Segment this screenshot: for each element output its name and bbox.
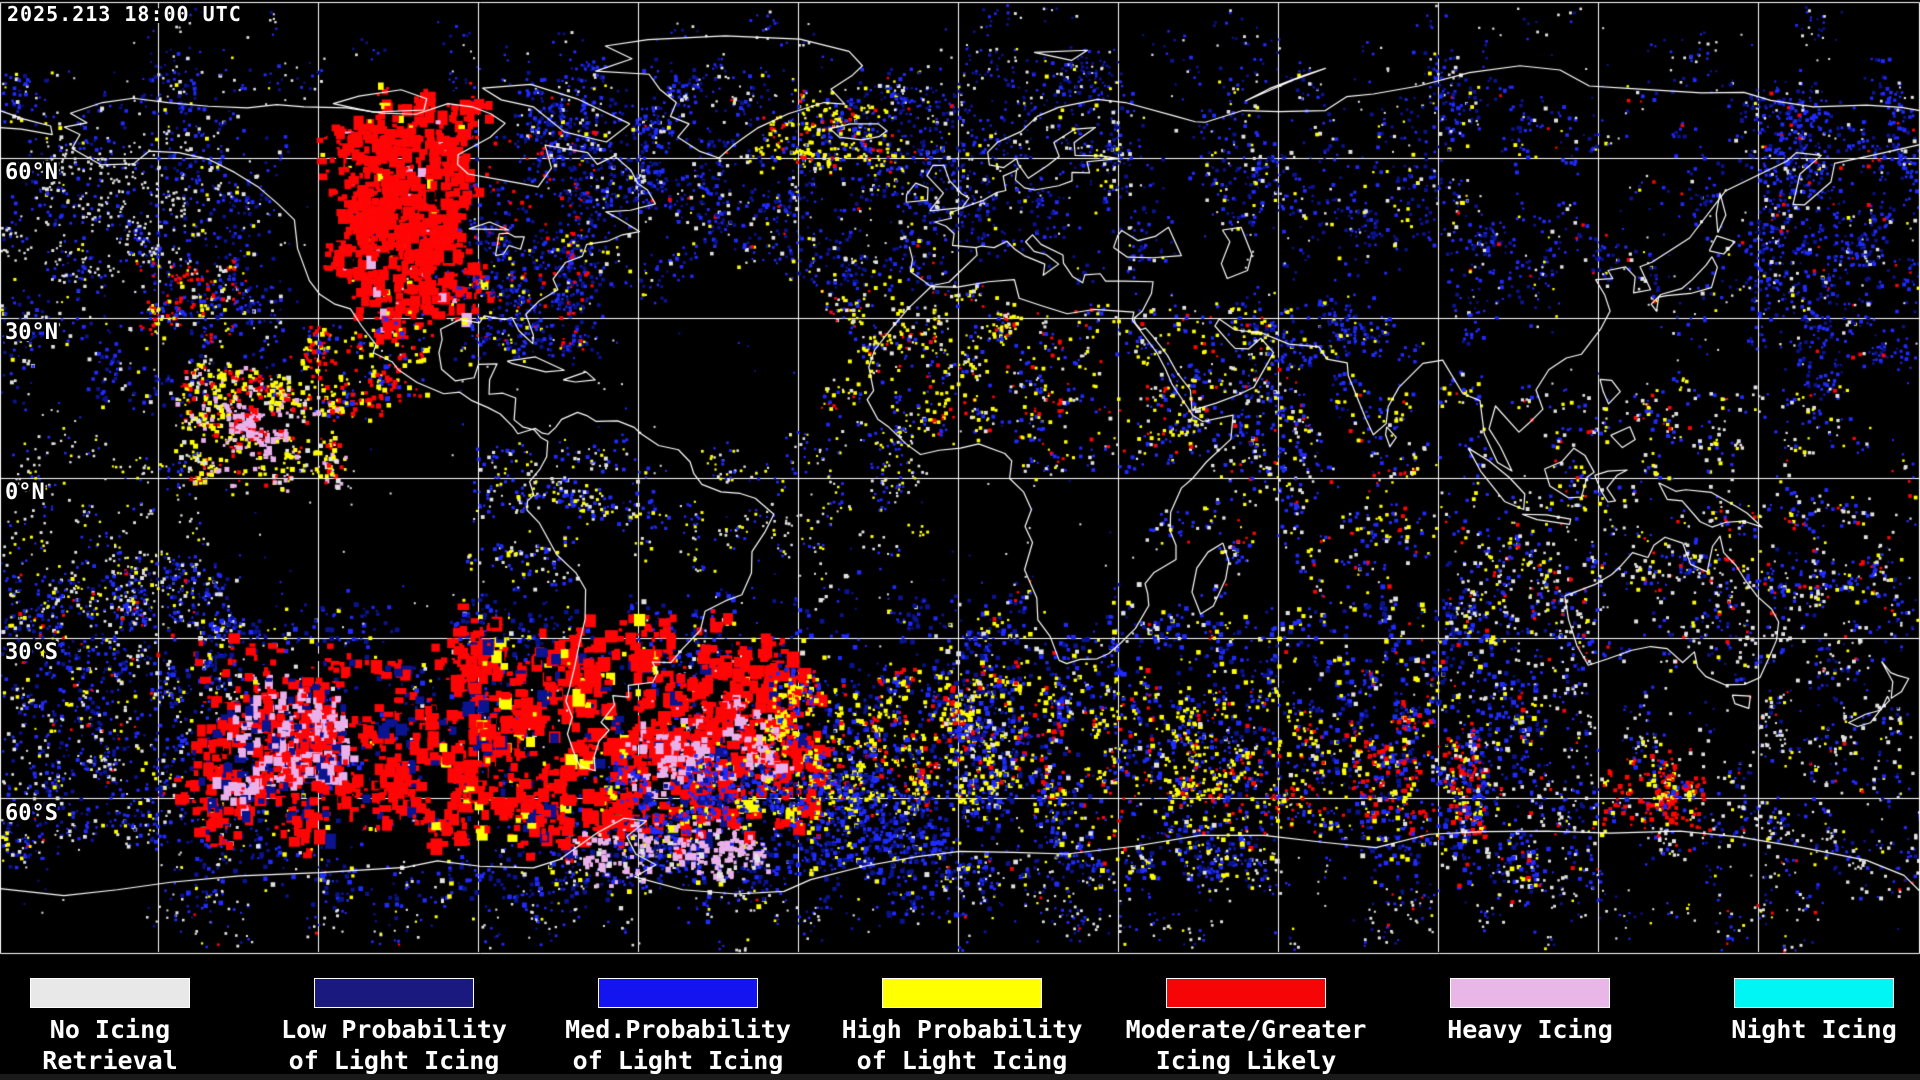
lat-label-60S: 60°S: [5, 801, 58, 826]
legend-label: High Probability of Light Icing: [841, 1015, 1083, 1075]
legend-label: Med.Probability of Light Icing: [565, 1015, 791, 1075]
legend-swatch: [30, 978, 190, 1008]
legend-label: Heavy Icing: [1447, 1015, 1613, 1044]
legend-swatch: [882, 978, 1042, 1008]
legend-item: No Icing Retrieval: [0, 958, 260, 1080]
world-icing-map: [0, 0, 1920, 958]
legend-swatch: [1450, 978, 1610, 1008]
bottom-strip: [0, 1074, 1920, 1080]
legend-item: Night Icing: [1664, 958, 1920, 1080]
legend-label: Night Icing: [1731, 1015, 1897, 1044]
legend-label: Moderate/Greater Icing Likely: [1125, 1015, 1367, 1075]
legend-swatch: [598, 978, 758, 1008]
legend-label: Low Probability of Light Icing: [281, 1015, 507, 1075]
legend-label: No Icing Retrieval: [42, 1015, 178, 1075]
legend-item: Heavy Icing: [1380, 958, 1680, 1080]
lat-label-30S: 30°S: [5, 640, 58, 665]
legend-swatch: [1734, 978, 1894, 1008]
legend-item: Moderate/Greater Icing Likely: [1096, 958, 1396, 1080]
legend-swatch: [1166, 978, 1326, 1008]
lat-label-60N: 60°N: [5, 160, 58, 185]
legend-swatch: [314, 978, 474, 1008]
legend-item: Med.Probability of Light Icing: [528, 958, 828, 1080]
timestamp: 2025.213 18:00 UTC: [7, 2, 242, 26]
legend: No Icing Retrieval Low Probability of Lig…: [0, 958, 1920, 1080]
lat-label-30N: 30°N: [5, 320, 58, 345]
legend-item: High Probability of Light Icing: [812, 958, 1112, 1080]
lat-label-0N: 0°N: [5, 480, 45, 505]
legend-item: Low Probability of Light Icing: [244, 958, 544, 1080]
